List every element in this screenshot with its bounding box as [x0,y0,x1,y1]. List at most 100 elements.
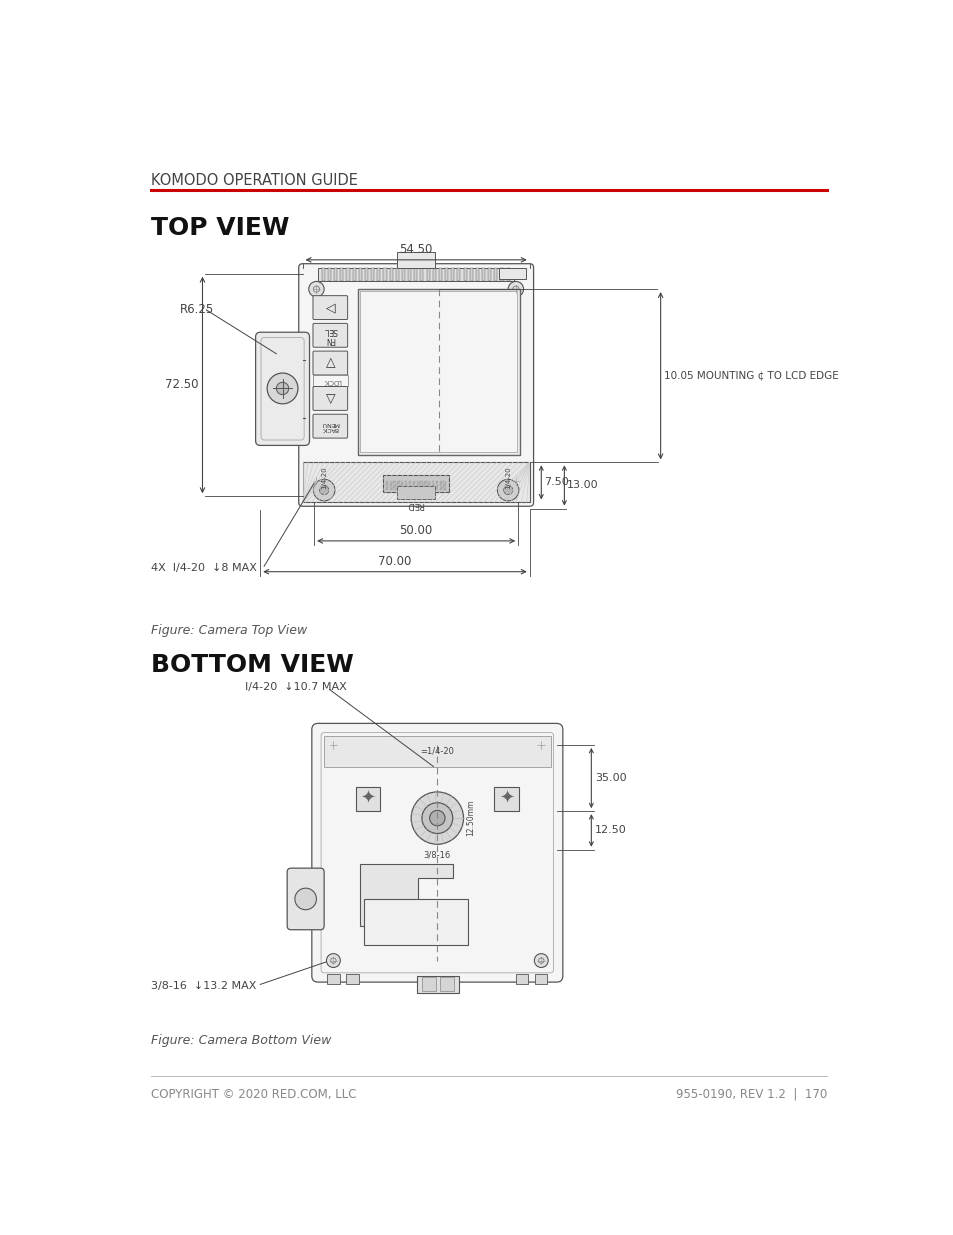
Text: 1/4-20: 1/4-20 [321,467,327,489]
Text: ✦: ✦ [498,790,514,808]
Circle shape [313,479,335,501]
Text: 54.50: 54.50 [398,243,432,256]
Bar [498,268,525,279]
Text: 955-0190, REV 1.2  |  170: 955-0190, REV 1.2 | 170 [675,1088,826,1100]
Circle shape [319,485,329,495]
Bar [401,268,405,282]
Bar [355,787,380,811]
FancyBboxPatch shape [313,351,347,375]
Bar [358,268,361,282]
Bar [313,375,348,387]
Circle shape [267,373,297,404]
Text: 7.50: 7.50 [543,478,568,488]
Bar [405,480,407,490]
Bar [396,252,435,268]
Bar [420,480,422,490]
Text: I/4-20  ↓10.7 MAX: I/4-20 ↓10.7 MAX [245,682,346,692]
Text: 4X  I/4-20  ↓8 MAX: 4X I/4-20 ↓8 MAX [151,563,256,573]
Bar [421,977,436,990]
FancyBboxPatch shape [313,387,347,410]
Bar [371,268,374,282]
Bar [357,289,519,454]
Bar [321,268,325,282]
Bar [439,977,453,990]
Bar [389,480,392,490]
Bar [395,268,398,282]
FancyBboxPatch shape [313,324,347,347]
Text: 12.50mm: 12.50mm [466,800,476,836]
Bar [413,480,415,490]
Bar [494,268,497,282]
FancyBboxPatch shape [298,264,533,506]
Circle shape [503,485,513,495]
Bar [488,268,491,282]
Bar [414,268,416,282]
Circle shape [508,473,523,489]
Circle shape [370,902,381,911]
Circle shape [534,739,548,752]
Bar [365,268,368,282]
Text: TOP VIEW: TOP VIEW [151,216,289,240]
Text: △: △ [325,357,335,369]
Bar [346,268,349,282]
Text: 72.50: 72.50 [165,378,198,391]
Text: 1/4-20: 1/4-20 [505,467,511,489]
Bar [409,480,411,490]
Bar [433,268,436,282]
Text: BACK
MENU: BACK MENU [321,421,339,431]
Text: BOTTOM VIEW: BOTTOM VIEW [151,653,354,677]
Bar [353,268,355,282]
Bar [389,268,393,282]
Circle shape [309,473,324,489]
Bar [443,480,445,490]
Text: Figure: Camera Bottom View: Figure: Camera Bottom View [151,1034,331,1047]
Bar [476,268,478,282]
Bar [396,487,435,499]
Circle shape [326,739,340,752]
Circle shape [276,383,289,395]
Bar [383,268,386,282]
Bar [451,268,454,282]
Bar [364,899,468,945]
Bar [376,268,380,282]
Bar [385,480,388,490]
FancyBboxPatch shape [255,332,309,446]
Text: Figure: Camera Top View: Figure: Camera Top View [151,624,307,637]
Bar [426,268,429,282]
Bar [432,480,434,490]
Text: LOCK: LOCK [322,378,340,384]
Circle shape [411,792,463,845]
Circle shape [309,282,324,296]
Bar [416,976,458,993]
Text: 12.50: 12.50 [595,825,626,835]
FancyBboxPatch shape [312,724,562,982]
Bar [424,480,426,490]
Bar [494,787,518,811]
Text: R6.25: R6.25 [179,304,213,316]
Text: FN
SEL: FN SEL [323,326,336,345]
Bar [444,268,448,282]
Text: COPYRIGHT © 2020 RED.COM, LLC: COPYRIGHT © 2020 RED.COM, LLC [151,1088,356,1100]
Bar [327,974,339,983]
Bar [334,268,336,282]
Bar [439,480,441,490]
Bar [456,268,460,282]
Polygon shape [360,864,453,926]
Circle shape [534,953,548,967]
Text: RED: RED [407,500,424,509]
Bar [436,480,437,490]
Text: ◁: ◁ [325,301,335,314]
Bar [396,480,399,490]
Text: 35.00: 35.00 [595,773,626,783]
Circle shape [294,888,316,910]
Text: ▽: ▽ [325,391,335,405]
Bar [340,268,343,282]
Bar [400,480,403,490]
FancyBboxPatch shape [313,414,347,438]
Bar [420,268,423,282]
Text: KOMODO OPERATION GUIDE: KOMODO OPERATION GUIDE [151,173,357,188]
Bar [393,480,395,490]
Bar [481,268,484,282]
Circle shape [497,479,518,501]
Circle shape [508,282,523,296]
